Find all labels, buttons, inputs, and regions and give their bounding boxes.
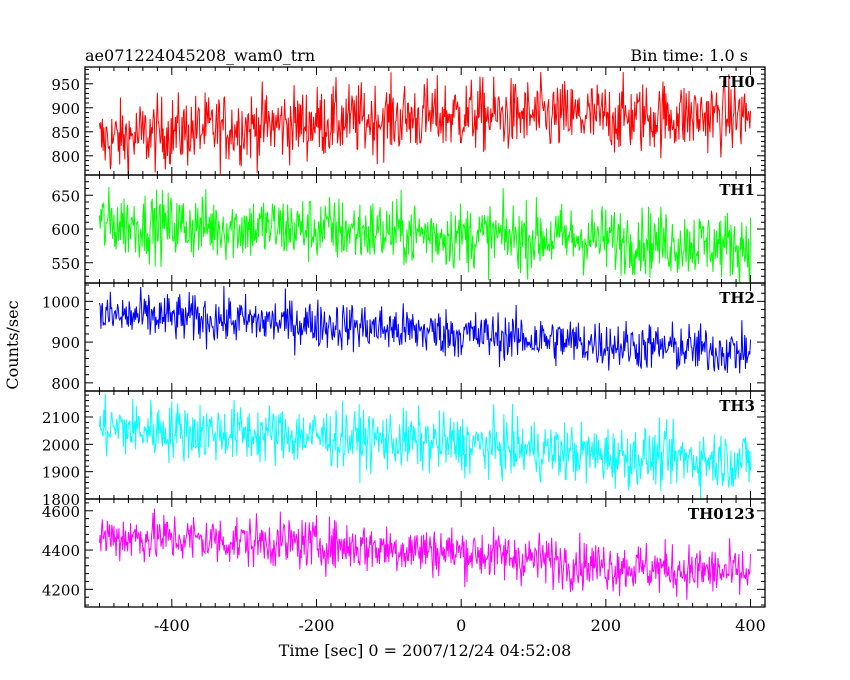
y-tick-label: 850	[51, 124, 80, 142]
y-tick-label: 4600	[42, 503, 80, 521]
series-line-th0123	[98, 508, 752, 600]
y-tick-label: 2100	[42, 409, 80, 427]
x-tick-label: 0	[456, 616, 466, 635]
series-label: TH0123	[688, 505, 755, 523]
x-tick-label: -200	[299, 616, 335, 635]
y-tick-label: 1900	[42, 464, 80, 482]
series-label: TH0	[719, 73, 755, 91]
y-tick-label: 2000	[42, 436, 80, 454]
y-tick-label: 600	[51, 221, 80, 239]
series-line-th0	[98, 72, 752, 175]
panel-th0: 800 850 900 950 TH0	[51, 66, 766, 176]
series-label: TH1	[719, 181, 755, 199]
y-tick-label: 950	[51, 76, 80, 94]
y-tick-label: 800	[51, 375, 80, 393]
panel-th3: 1800 1900 2000 2100 TH3	[42, 390, 766, 509]
y-axis-label: Counts/sec	[3, 300, 22, 389]
series-label: TH2	[719, 289, 755, 307]
panel-th1: 550 600 650 TH1	[51, 174, 766, 284]
series-line-th3	[98, 393, 752, 499]
y-tick-label: 550	[51, 255, 80, 273]
panel-th0123: 4200 4400 4600 TH0123	[42, 498, 766, 608]
y-tick-label: 900	[51, 334, 80, 352]
x-tick-label: -400	[154, 616, 190, 635]
y-tick-label: 4400	[42, 542, 80, 560]
y-tick-label: 650	[51, 187, 80, 205]
panel-frame	[84, 390, 766, 500]
x-axis-label: Time [sec] 0 = 2007/12/24 04:52:08	[279, 641, 572, 660]
x-tick-label: 400	[735, 616, 766, 635]
y-tick-label: 4200	[42, 581, 80, 599]
y-tick-label: 1000	[42, 293, 80, 311]
series-line-th1	[98, 186, 752, 283]
y-tick-label: 900	[51, 100, 80, 118]
y-tick-label: 800	[51, 148, 80, 166]
plot-title: ae071224045208_wam0_trn	[85, 46, 315, 65]
y-tick-label: 1800	[42, 491, 80, 509]
panels-group: 800 850 900 950 TH0 550 600 650 TH1 800 900 1000 TH2…	[42, 66, 766, 635]
x-tick-label: 200	[591, 616, 622, 635]
bin-time-label: Bin time: 1.0 s	[630, 46, 748, 65]
panel-frame	[84, 498, 766, 608]
series-label: TH3	[719, 397, 755, 415]
series-line-th2	[98, 285, 752, 374]
panel-th2: 800 900 1000 TH2	[42, 282, 766, 393]
